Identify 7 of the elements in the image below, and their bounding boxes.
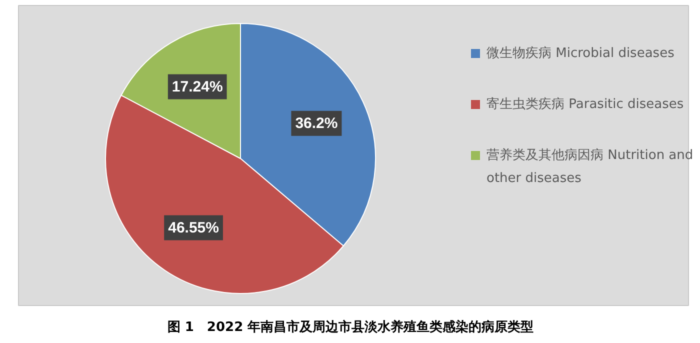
legend-label: 寄生虫类疾病 Parasitic diseases [486, 96, 684, 112]
data-label: 46.55% [168, 219, 219, 236]
legend-label: 微生物疾病 Microbial diseases [486, 46, 675, 61]
data-label: 36.2% [295, 114, 338, 132]
data-label: 17.24% [172, 78, 223, 96]
legend-label: 营养类及其他病因病 Nutrition and other diseases [486, 147, 694, 186]
caption: 图 1 2022 年南昌市及周边市县淡水养殖鱼类感染的病原类型 [167, 319, 534, 335]
